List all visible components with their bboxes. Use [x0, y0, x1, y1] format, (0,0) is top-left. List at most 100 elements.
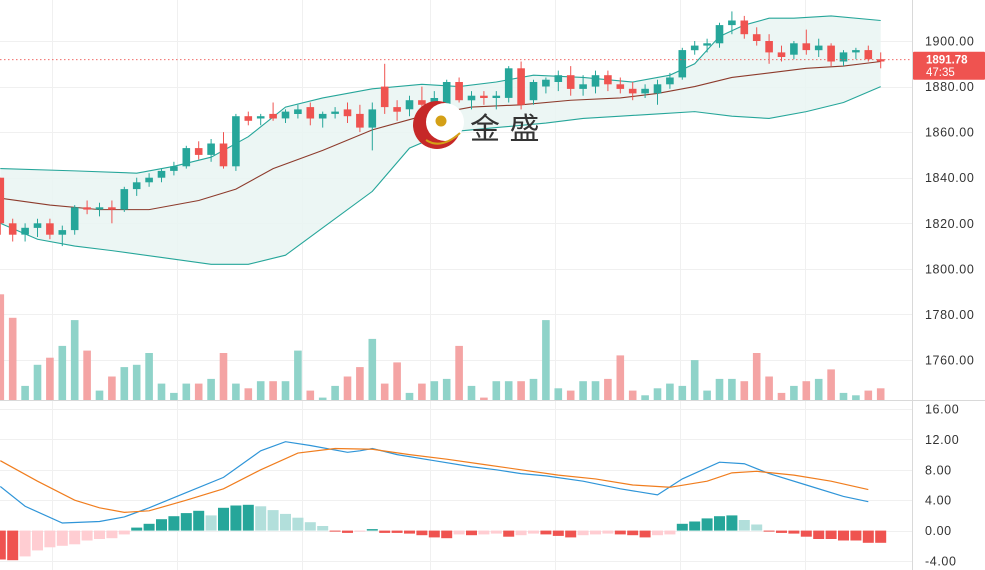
volume-bar	[653, 388, 662, 401]
macd-histogram-bar	[441, 530, 453, 539]
candlestick	[256, 113, 265, 126]
candlestick	[343, 102, 352, 123]
macd-histogram-bar	[540, 530, 552, 535]
candlestick	[58, 225, 67, 247]
volume-bar	[331, 385, 339, 400]
macd-histogram-bar	[788, 530, 800, 534]
price-tick-label: 1800.00	[925, 262, 974, 276]
volume-bar	[182, 383, 191, 400]
candlestick	[703, 38, 711, 53]
price-tick-label: 1900.00	[925, 35, 974, 49]
candle-body	[641, 88, 649, 94]
candlestick	[554, 70, 563, 92]
macd-histogram-bar	[19, 530, 31, 557]
candle-body	[566, 75, 575, 89]
candle-body	[715, 25, 724, 44]
volume-bar	[430, 381, 439, 400]
macd-histogram-bar	[180, 513, 192, 531]
macd-histogram-bar	[478, 530, 490, 535]
candlestick	[33, 218, 42, 237]
volume-bar	[306, 390, 315, 400]
volume-bar	[666, 383, 674, 400]
macd-histogram-bar	[565, 530, 577, 538]
volume-bar	[95, 390, 104, 400]
candle-body	[331, 111, 339, 114]
candlestick	[157, 168, 166, 183]
candle-body	[777, 52, 786, 57]
candle-body	[145, 177, 153, 183]
volume-bar	[58, 345, 67, 400]
macd-histogram-bar	[32, 530, 43, 551]
volume-bar	[480, 397, 488, 400]
candle-body	[876, 59, 885, 62]
candle-body	[33, 223, 42, 228]
candlestick	[207, 139, 215, 162]
candlestick	[70, 205, 79, 235]
candle-body	[442, 82, 451, 110]
volume-bar	[21, 385, 29, 400]
volume-bar	[827, 369, 835, 400]
candle-body	[356, 113, 364, 128]
candle-body	[740, 20, 749, 35]
volume-bar	[542, 320, 550, 400]
macd-histogram-bar	[503, 530, 515, 537]
price-tick-label: 1860.00	[925, 126, 974, 140]
candlestick	[380, 63, 389, 114]
macd-histogram-bar	[81, 530, 93, 541]
candlestick	[405, 95, 414, 117]
macd-histogram-bar	[689, 521, 701, 531]
candle-body	[467, 95, 476, 101]
candlestick	[269, 102, 277, 121]
volume-bar	[777, 392, 786, 400]
candle-body	[728, 20, 736, 26]
candlestick	[331, 107, 339, 119]
volume-bar	[368, 338, 377, 400]
candlestick	[616, 77, 625, 94]
volume-bar	[132, 364, 141, 401]
candle-body	[21, 227, 29, 235]
current-price-tag: 1891.78 47:35	[913, 51, 985, 80]
candle-body	[0, 177, 5, 224]
macd-histogram-bar	[218, 507, 229, 531]
candlestick	[740, 15, 749, 39]
macd-tick-label: 8.00	[925, 463, 952, 477]
watermark-text: 金 盛	[470, 112, 540, 147]
volume-bar	[405, 392, 414, 400]
macd-histogram-bar	[242, 504, 254, 531]
volume-bar	[380, 383, 389, 400]
candlestick	[83, 200, 91, 215]
volume-bar	[219, 353, 228, 400]
volume-bar	[740, 381, 749, 400]
macd-histogram-bar	[614, 530, 626, 535]
candlestick	[46, 218, 54, 240]
candle-body	[58, 230, 67, 235]
macd-histogram-bar	[379, 530, 391, 533]
candle-body	[418, 100, 426, 105]
candlestick	[8, 218, 17, 242]
volume-bar	[232, 383, 240, 400]
candlestick	[678, 47, 687, 80]
macd-histogram-bar	[862, 530, 874, 543]
volume-bar	[467, 385, 476, 400]
volume-bar	[294, 350, 302, 400]
candle-body	[864, 50, 873, 60]
macd-histogram-bar	[552, 530, 564, 536]
macd-histogram-bar	[627, 530, 639, 536]
price-tick-label: 1780.00	[925, 308, 974, 322]
volume-bar	[728, 378, 736, 401]
macd-tick-label: 4.00	[925, 494, 952, 508]
candlestick	[715, 22, 724, 48]
candlestick	[244, 111, 253, 126]
candle-body	[628, 88, 637, 94]
volume-bar	[343, 376, 352, 400]
candle-body	[207, 143, 215, 155]
volume-bar	[579, 381, 587, 400]
macd-histogram-bar	[7, 530, 19, 561]
volume-bar	[517, 381, 525, 400]
candle-body	[814, 45, 823, 51]
candlestick	[777, 45, 786, 62]
volume-bar	[393, 362, 401, 400]
macd-histogram-bar	[825, 530, 837, 539]
candle-body	[368, 109, 377, 128]
